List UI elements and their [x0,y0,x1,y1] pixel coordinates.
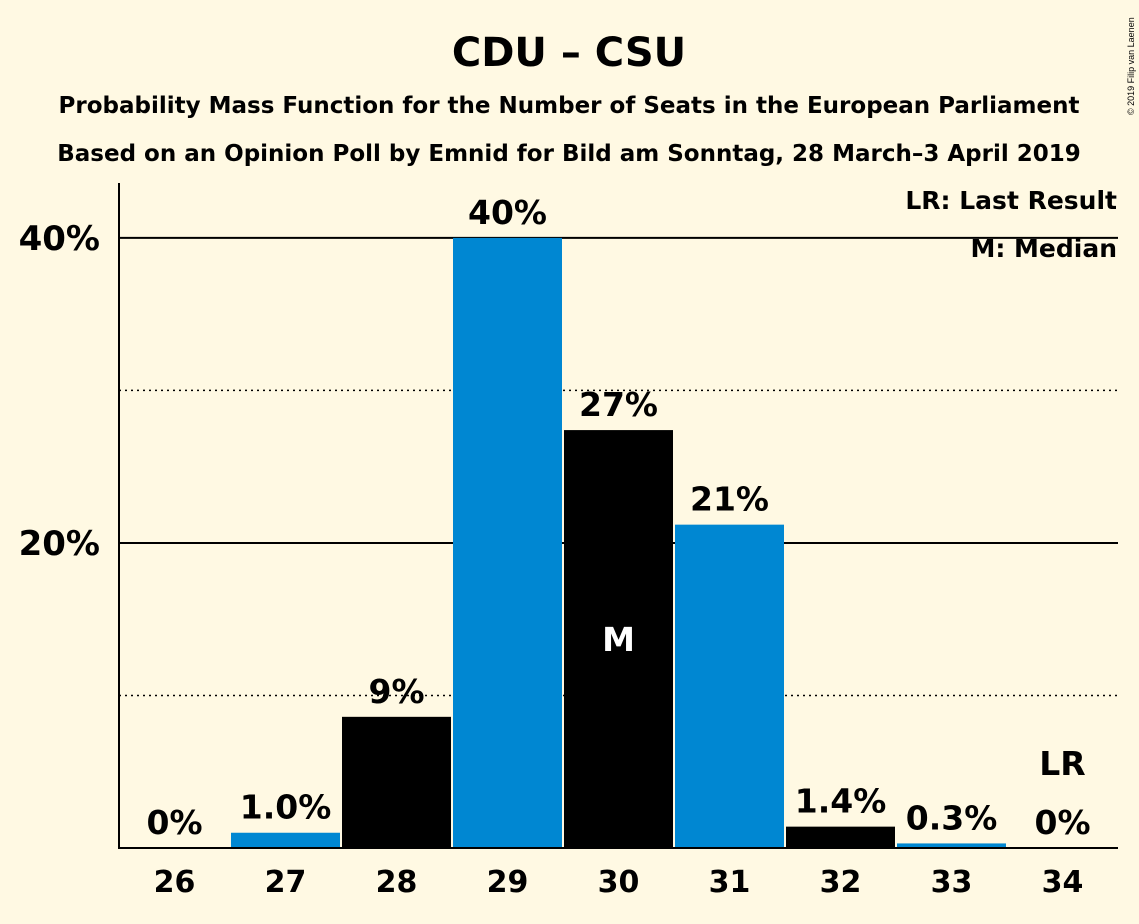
data-label-29: 40% [468,193,547,232]
legend-last-result: LR: Last Result [905,186,1117,215]
x-tick-label: 28 [376,865,418,900]
data-label-32: 1.4% [795,782,887,821]
x-ticks: 26 27 28 29 30 31 32 33 34 [154,865,1084,900]
data-label-33: 0.3% [906,798,998,837]
x-tick-label: 30 [598,865,640,900]
bar-29 [453,237,562,848]
last-result-marker: LR [1039,744,1085,783]
bar-33 [897,843,1006,848]
chart-title: CDU – CSU [452,30,686,76]
data-label-30: 27% [579,385,658,424]
legend-median: M: Median [970,234,1117,263]
x-tick-label: 31 [709,865,751,900]
copyright-text: © 2019 Filip van Laenen [1126,17,1136,115]
bar-32 [786,826,895,848]
x-tick-label: 32 [820,865,862,900]
chart-subtitle-1: Probability Mass Function for the Number… [59,93,1080,119]
bar-31 [675,524,784,848]
x-tick-label: 27 [265,865,307,900]
data-label-27: 1.0% [240,788,332,827]
x-tick-label: 34 [1042,865,1084,900]
bar-27 [231,832,340,848]
y-tick-label: 40% [19,219,100,259]
data-label-26: 0% [146,803,202,842]
y-ticks: 20% 40% [19,219,100,564]
x-tick-label: 29 [487,865,529,900]
y-tick-label: 20% [19,524,100,564]
bars [231,237,1006,848]
data-labels: 0% 1.0% 9% 40% 27% M 21% 1.4% 0.3% 0% LR [146,193,1090,842]
x-tick-label: 26 [154,865,196,900]
data-label-28: 9% [368,672,424,711]
bar-30 [564,430,673,848]
chart-subtitle-2: Based on an Opinion Poll by Emnid for Bi… [57,141,1080,167]
median-marker: M [602,620,635,659]
bar-28 [342,716,451,848]
x-tick-label: 33 [931,865,973,900]
data-label-34: 0% [1034,803,1090,842]
data-label-31: 21% [690,480,769,519]
